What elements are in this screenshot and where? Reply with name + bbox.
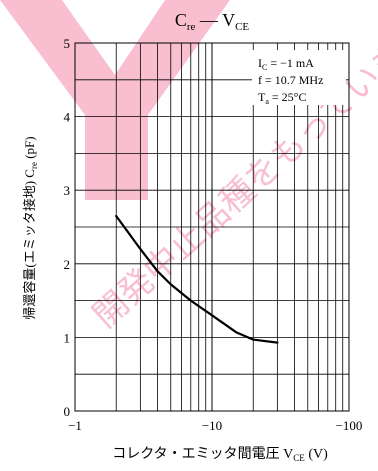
chart-title: Cre — VCE bbox=[175, 10, 250, 33]
condition-value: = −1 mA bbox=[267, 56, 314, 70]
y-tick-label: 2 bbox=[64, 257, 71, 272]
condition-value: = 25°C bbox=[269, 90, 307, 104]
series-line bbox=[115, 214, 279, 344]
plot-frame bbox=[74, 42, 350, 412]
y-tick-label: 0 bbox=[64, 404, 71, 419]
watermark-logo bbox=[0, 0, 230, 200]
condition-line: Ta = 25°C bbox=[258, 90, 306, 106]
x-tick-label: −1 bbox=[68, 418, 82, 433]
y-tick-label: 5 bbox=[64, 36, 71, 51]
conditions-box bbox=[252, 50, 346, 105]
grid-lines bbox=[75, 43, 349, 411]
condition-line: f = 10.7 MHz bbox=[258, 73, 323, 87]
y-axis-label: 帰還容量(エミッタ接地) Cre (pF) bbox=[22, 136, 39, 319]
y-tick-label: 3 bbox=[64, 183, 71, 198]
y-tick-label: 4 bbox=[64, 110, 71, 125]
condition-key: T bbox=[258, 90, 266, 104]
x-tick-label: −10 bbox=[202, 418, 222, 433]
condition-key: I bbox=[258, 56, 262, 70]
condition-sub: C bbox=[262, 63, 267, 72]
x-tick-labels: −1 −10 −100 bbox=[68, 418, 362, 433]
y-tick-label: 1 bbox=[64, 330, 71, 345]
x-axis-label: コレクタ・エミッタ間電圧 VCE (V) bbox=[112, 446, 328, 463]
condition-key: f = 10.7 MHz bbox=[258, 73, 323, 87]
condition-sub: a bbox=[265, 97, 269, 106]
condition-line: IC = −1 mA bbox=[258, 56, 314, 72]
y-tick-labels: 0 1 2 3 4 5 bbox=[64, 36, 71, 419]
x-tick-label: −100 bbox=[336, 418, 363, 433]
